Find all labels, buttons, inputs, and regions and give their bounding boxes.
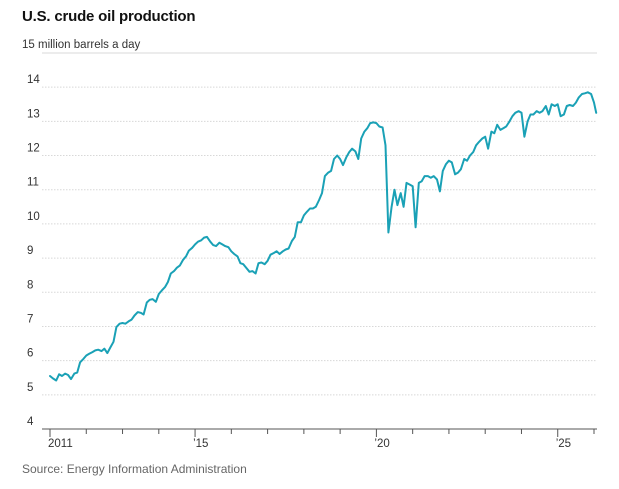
y-tick-label: 14: [27, 74, 40, 86]
x-tick-label: 2011: [48, 438, 73, 450]
x-tick-label: ’20: [374, 438, 389, 450]
y-tick-label: 9: [27, 245, 33, 257]
chart-title: U.S. crude oil production: [22, 8, 196, 25]
y-unit-label: 15 million barrels a day: [22, 39, 141, 51]
y-tick-label: 13: [27, 108, 40, 120]
x-tick-label: ’25: [556, 438, 571, 450]
x-axis: 2011 ’15 ’20 ’25: [48, 429, 595, 450]
data-series: [49, 91, 598, 382]
y-tick-label: 5: [27, 382, 33, 394]
y-axis-labels: 15 million barrels a day 4 5 6 7 8 9 10 11 12 13 14: [22, 39, 141, 428]
y-tick-label: 10: [27, 211, 40, 223]
y-tick-label: 4: [27, 416, 34, 428]
x-tick-label: ’15: [193, 438, 208, 450]
y-tick-label: 12: [27, 143, 40, 155]
y-tick-label: 7: [27, 313, 33, 325]
y-gridlines: [42, 52, 597, 430]
series-line: [49, 91, 598, 382]
y-tick-label: 8: [27, 279, 33, 291]
y-tick-label: 11: [27, 177, 39, 189]
source-note: Source: Energy Information Administratio…: [22, 462, 247, 476]
y-tick-label: 6: [27, 348, 33, 360]
